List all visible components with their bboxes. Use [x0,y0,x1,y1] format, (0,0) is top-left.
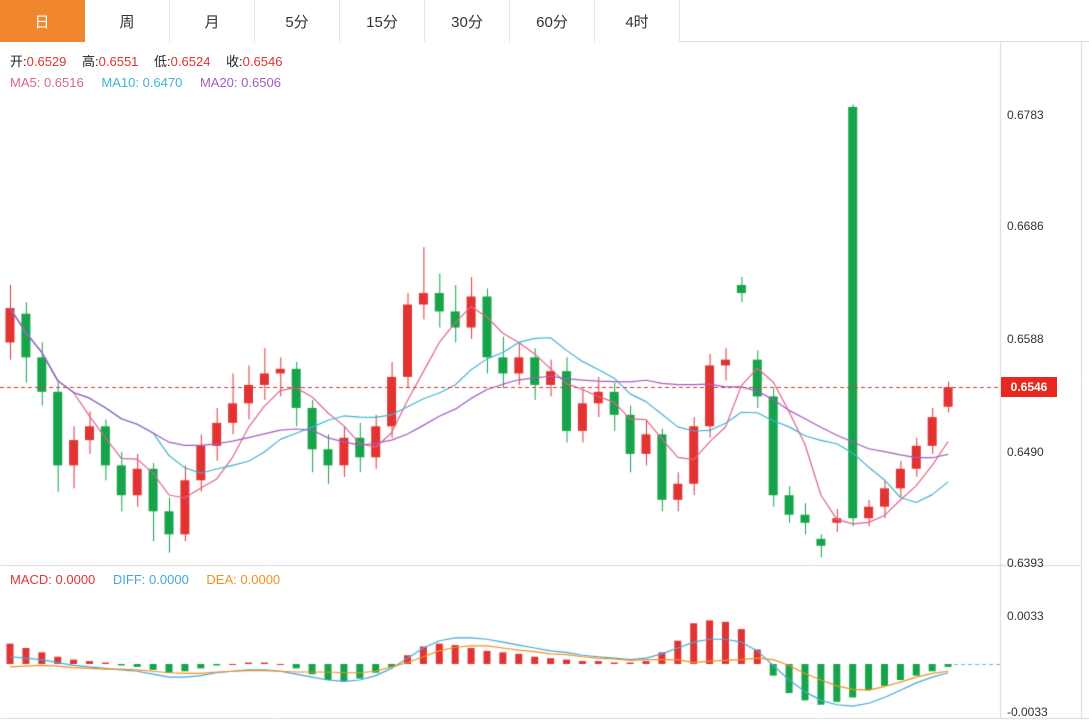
tab-month[interactable]: 月 [170,0,255,42]
current-price-badge: 0.6546 [1001,377,1057,398]
tab-4hour[interactable]: 4时 [595,0,680,42]
tab-15min[interactable]: 15分 [340,0,425,42]
timeframe-tabbar: 日 周 月 5分 15分 30分 60分 4时 [0,0,1089,42]
tab-5min[interactable]: 5分 [255,0,340,42]
tab-week[interactable]: 周 [85,0,170,42]
kline-canvas[interactable] [0,42,1089,723]
tab-30min[interactable]: 30分 [425,0,510,42]
tab-day[interactable]: 日 [0,0,85,42]
tab-60min[interactable]: 60分 [510,0,595,42]
chart-area: 开:0.6529 高:0.6551 低:0.6524 收:0.6546 MA5:… [0,42,1089,723]
